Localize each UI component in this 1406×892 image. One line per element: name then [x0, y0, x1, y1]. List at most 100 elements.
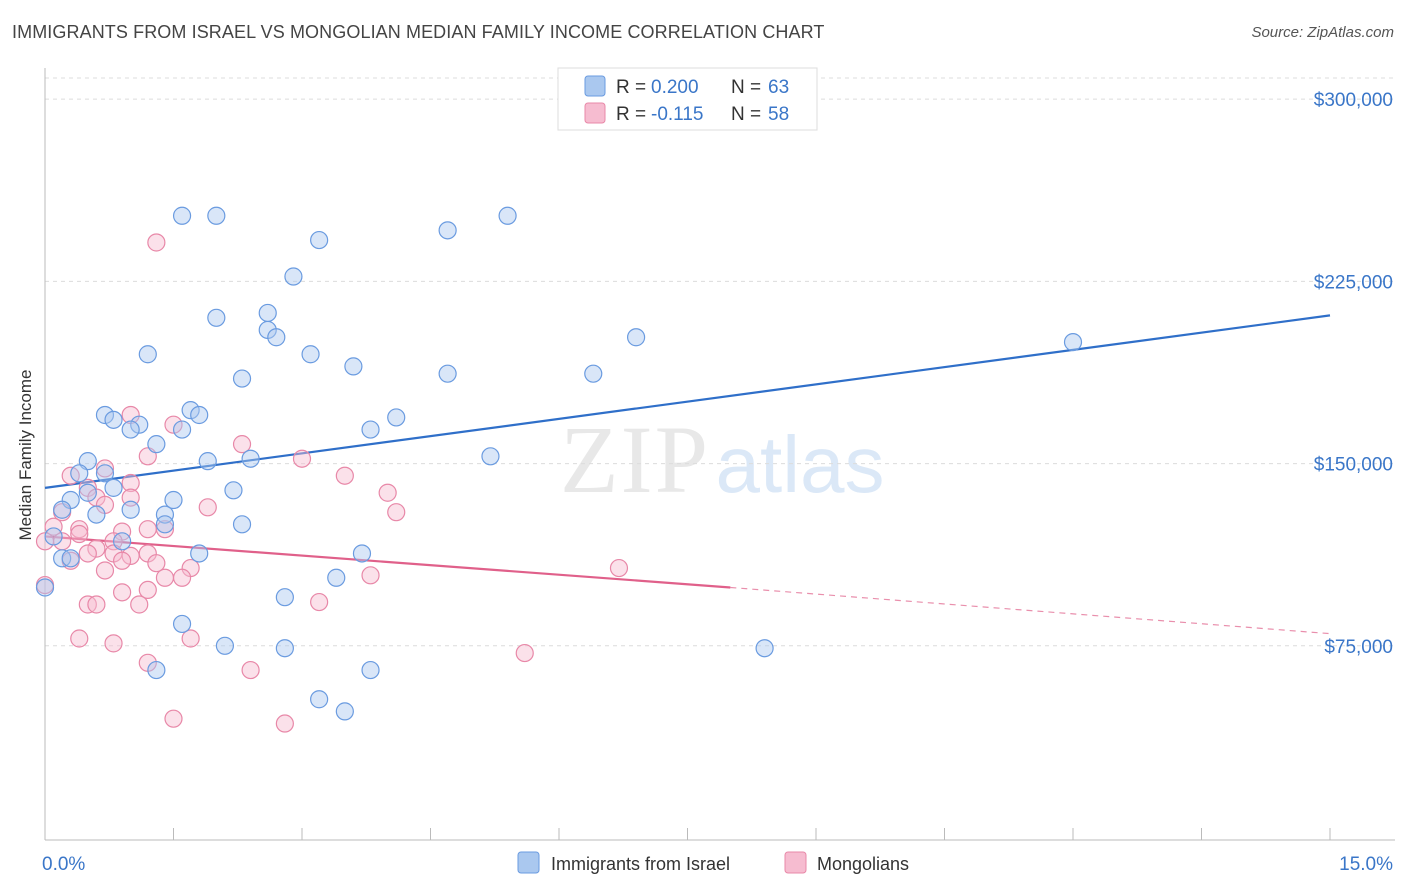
israel-point: [241, 449, 260, 468]
stats-legend: R = 0.200 N = 63 R = -0.115 N = 58: [557, 67, 818, 131]
pink-n-label: N =: [731, 104, 761, 125]
israel-point: [207, 308, 226, 327]
mongolians-point: [138, 580, 157, 600]
israel-point: [284, 267, 303, 286]
mongolians-point: [335, 466, 354, 485]
y-tick-label: $75,000: [1324, 637, 1393, 658]
israel-point: [626, 328, 646, 347]
x-tick-label: 15.0%: [1339, 854, 1393, 875]
mongolians-point: [70, 629, 89, 648]
israel-point: [155, 505, 175, 524]
israel-point: [172, 206, 192, 225]
y-tick-label: $150,000: [1314, 455, 1393, 476]
mongolians-point: [95, 561, 115, 580]
israel-point: [121, 500, 140, 519]
pink-legend-swatch: [584, 102, 606, 124]
mongolians-point: [70, 524, 89, 544]
mongolians-point: [232, 435, 252, 454]
blue-r-label: R =: [616, 77, 646, 98]
israel-point: [95, 464, 115, 483]
israel-point: [310, 690, 329, 709]
israel-point: [438, 364, 457, 383]
mongolians-point: [172, 568, 192, 587]
mongolians-point: [275, 714, 294, 733]
pink-n-value: 58: [768, 104, 789, 125]
mongolians-point: [112, 551, 132, 570]
mongolians-point: [387, 503, 406, 522]
israel-point: [95, 405, 115, 425]
israel-point: [35, 578, 55, 597]
blue-n-value: 63: [768, 77, 789, 98]
mongolians-point: [147, 233, 166, 252]
mongolians-point: [378, 483, 397, 502]
mongolians-point: [292, 449, 312, 468]
pink-r-label: R =: [616, 104, 646, 125]
israel-point: [147, 660, 166, 680]
pink-r-value: -0.115: [651, 104, 703, 125]
watermark-atlas: atlas: [716, 420, 885, 509]
israel-point: [584, 364, 603, 383]
israel-point: [275, 588, 294, 607]
blue-legend-swatch: [584, 75, 606, 97]
mongolians-point: [95, 459, 115, 478]
israel-point: [155, 515, 175, 534]
mongolians-point: [609, 558, 629, 578]
israel-point: [361, 420, 380, 439]
israel-point: [310, 230, 329, 250]
mongolians-point: [241, 660, 260, 680]
israel-point: [164, 490, 183, 510]
israel-point: [267, 328, 286, 347]
axes: [44, 68, 1395, 841]
mongolians-point: [164, 415, 183, 434]
blue-n-label: N =: [731, 77, 761, 98]
data-points: [35, 206, 1083, 733]
israel-point: [207, 206, 226, 225]
israel-point: [130, 415, 149, 434]
mongolians-point: [121, 473, 140, 493]
israel-point: [70, 464, 89, 483]
israel-point: [215, 636, 234, 655]
mongolians-point: [70, 520, 89, 539]
israel-point: [481, 447, 500, 466]
mongolians-point: [44, 517, 63, 536]
israel-point: [172, 614, 192, 634]
israel-point: [190, 405, 209, 425]
legend-israel-label: Immigrants from Israel: [551, 854, 730, 874]
israel-point: [301, 345, 320, 364]
x-tick-label: 0.0%: [42, 854, 85, 875]
mongolians-point: [164, 709, 183, 728]
mongolians-point: [310, 592, 329, 612]
israel-point: [275, 639, 294, 658]
mongolians-point: [78, 544, 97, 563]
israel-point: [224, 481, 243, 500]
israel-point: [112, 532, 132, 551]
israel-point: [232, 515, 252, 534]
israel-point: [387, 408, 406, 427]
israel-point: [181, 401, 200, 420]
israel-point: [361, 660, 380, 680]
legend-mongolians-label: Mongolians: [817, 854, 909, 874]
israel-point: [121, 420, 140, 439]
mongolians-point: [138, 520, 157, 539]
israel-point: [61, 549, 80, 568]
y-tick-label: $300,000: [1314, 90, 1393, 111]
israel-point: [232, 369, 252, 388]
mongolians-point: [155, 568, 175, 587]
source-credit: Source: ZipAtlas.com: [1251, 24, 1394, 41]
israel-point: [87, 505, 106, 524]
israel-point: [438, 221, 457, 240]
mongolians-point: [361, 566, 380, 585]
mongolians-point: [147, 554, 166, 573]
mongolians-point: [87, 539, 106, 558]
israel-point: [352, 544, 372, 563]
israel-point: [327, 568, 346, 587]
israel-point: [335, 702, 354, 721]
israel-point: [344, 357, 363, 376]
israel-point: [138, 345, 157, 364]
israel-point: [147, 435, 166, 454]
israel-point: [78, 483, 97, 502]
gridlines: [45, 77, 1395, 647]
israel-point: [1063, 333, 1083, 352]
israel-point: [190, 544, 209, 563]
